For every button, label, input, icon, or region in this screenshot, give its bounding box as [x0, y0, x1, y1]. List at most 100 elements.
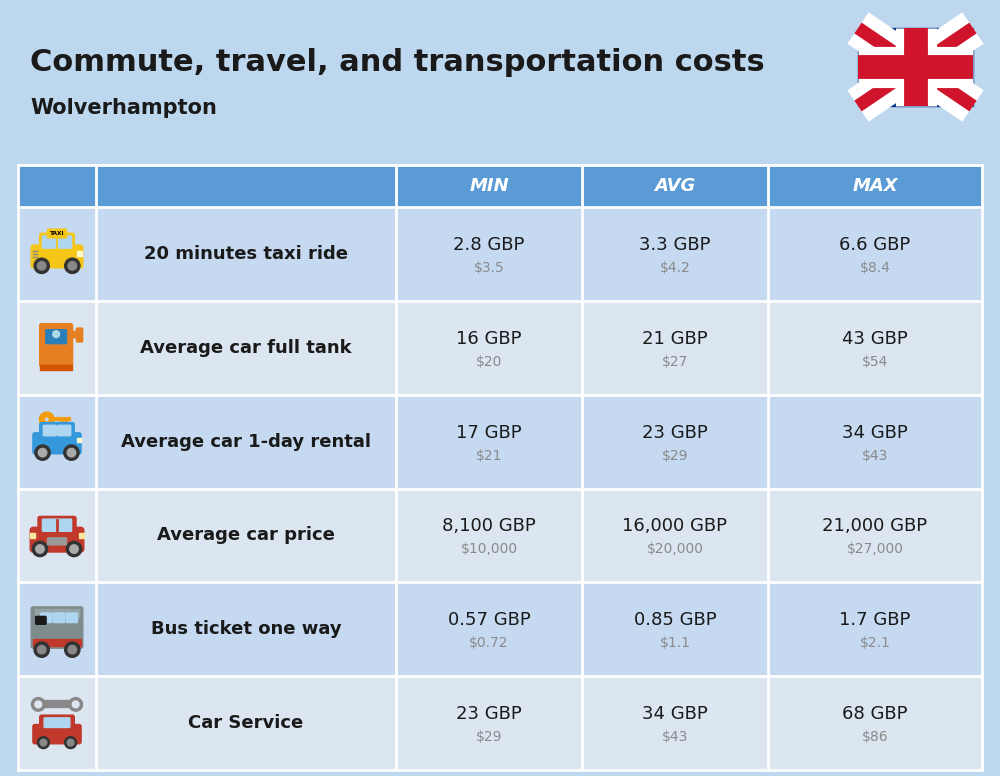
FancyBboxPatch shape — [31, 245, 83, 268]
Circle shape — [65, 736, 77, 749]
FancyBboxPatch shape — [40, 234, 74, 251]
Text: Bus ticket one way: Bus ticket one way — [151, 620, 341, 638]
Text: $20: $20 — [476, 355, 502, 369]
FancyBboxPatch shape — [48, 538, 66, 545]
Text: $27: $27 — [662, 355, 688, 369]
Bar — [79, 533, 84, 538]
Text: $43: $43 — [862, 449, 888, 462]
Text: 34 GBP: 34 GBP — [642, 705, 708, 723]
FancyBboxPatch shape — [42, 519, 72, 532]
Text: $1.1: $1.1 — [660, 636, 690, 650]
Text: MAX: MAX — [852, 177, 898, 195]
Circle shape — [69, 698, 82, 711]
Text: 6.6 GBP: 6.6 GBP — [839, 236, 911, 254]
Text: $8.4: $8.4 — [860, 261, 890, 275]
Text: $29: $29 — [476, 730, 502, 744]
Circle shape — [72, 701, 79, 708]
Text: 16,000 GBP: 16,000 GBP — [622, 518, 728, 535]
Text: 1.7 GBP: 1.7 GBP — [839, 611, 911, 629]
FancyBboxPatch shape — [48, 229, 66, 238]
Text: Average car full tank: Average car full tank — [140, 339, 352, 357]
Bar — [18, 676, 982, 770]
Text: 68 GBP: 68 GBP — [842, 705, 908, 723]
Circle shape — [67, 449, 76, 457]
Text: 21 GBP: 21 GBP — [642, 330, 708, 348]
Text: $0.72: $0.72 — [469, 636, 509, 650]
Text: $3.5: $3.5 — [474, 261, 504, 275]
Bar — [40, 365, 72, 370]
Bar — [33, 639, 81, 646]
Bar — [77, 251, 82, 255]
Text: 17 GBP: 17 GBP — [456, 424, 522, 442]
Circle shape — [34, 642, 49, 657]
FancyBboxPatch shape — [40, 324, 73, 367]
Text: $29: $29 — [662, 449, 688, 462]
FancyBboxPatch shape — [38, 516, 76, 534]
Circle shape — [64, 445, 79, 460]
Circle shape — [40, 740, 47, 746]
Bar — [18, 165, 982, 207]
FancyBboxPatch shape — [40, 715, 74, 730]
Circle shape — [37, 736, 49, 749]
Text: $20,000: $20,000 — [646, 542, 704, 556]
FancyBboxPatch shape — [58, 425, 71, 436]
FancyBboxPatch shape — [53, 613, 65, 622]
Bar — [30, 533, 35, 538]
Text: AVG: AVG — [654, 177, 696, 195]
Text: 16 GBP: 16 GBP — [456, 330, 522, 348]
FancyBboxPatch shape — [33, 725, 81, 743]
Text: 2.8 GBP: 2.8 GBP — [453, 236, 525, 254]
FancyBboxPatch shape — [70, 331, 80, 338]
Text: $43: $43 — [662, 730, 688, 744]
Text: $21: $21 — [476, 449, 502, 462]
Bar — [18, 489, 982, 582]
Text: Car Service: Car Service — [188, 714, 304, 732]
Bar — [35, 609, 79, 618]
Circle shape — [68, 646, 77, 654]
Circle shape — [68, 262, 77, 270]
Bar — [18, 395, 982, 489]
Text: $2.1: $2.1 — [860, 636, 890, 650]
Circle shape — [32, 542, 48, 556]
Text: 21,000 GBP: 21,000 GBP — [822, 518, 928, 535]
Circle shape — [66, 542, 82, 556]
FancyBboxPatch shape — [36, 616, 46, 625]
Circle shape — [36, 545, 44, 553]
Text: $27,000: $27,000 — [846, 542, 904, 556]
FancyBboxPatch shape — [76, 328, 83, 342]
Text: 0.85 GBP: 0.85 GBP — [634, 611, 716, 629]
FancyBboxPatch shape — [31, 607, 83, 648]
Text: 8,100 GBP: 8,100 GBP — [442, 518, 536, 535]
Bar — [18, 301, 982, 395]
Circle shape — [37, 646, 46, 654]
FancyBboxPatch shape — [40, 423, 74, 438]
Text: TAXI: TAXI — [50, 231, 64, 236]
Text: 0.57 GBP: 0.57 GBP — [448, 611, 530, 629]
Text: $10,000: $10,000 — [460, 542, 518, 556]
FancyBboxPatch shape — [66, 613, 78, 622]
Bar — [18, 207, 982, 301]
FancyBboxPatch shape — [44, 718, 70, 727]
FancyBboxPatch shape — [33, 433, 81, 454]
Text: $86: $86 — [862, 730, 888, 744]
Bar — [18, 582, 982, 676]
Text: Wolverhampton: Wolverhampton — [30, 98, 217, 118]
Circle shape — [65, 258, 80, 273]
Circle shape — [70, 545, 78, 553]
Circle shape — [35, 701, 42, 708]
Circle shape — [32, 698, 45, 711]
Text: Average car price: Average car price — [157, 526, 335, 545]
Text: Average car 1-day rental: Average car 1-day rental — [121, 432, 371, 451]
Text: 43 GBP: 43 GBP — [842, 330, 908, 348]
FancyBboxPatch shape — [46, 330, 66, 344]
Circle shape — [65, 642, 80, 657]
Text: 20 minutes taxi ride: 20 minutes taxi ride — [144, 245, 348, 263]
Circle shape — [35, 445, 50, 460]
Circle shape — [37, 262, 46, 270]
Circle shape — [67, 740, 74, 746]
Bar — [858, 28, 973, 106]
Text: 34 GBP: 34 GBP — [842, 424, 908, 442]
Text: MIN: MIN — [469, 177, 509, 195]
Text: 23 GBP: 23 GBP — [642, 424, 708, 442]
Text: Commute, travel, and transportation costs: Commute, travel, and transportation cost… — [30, 48, 765, 77]
